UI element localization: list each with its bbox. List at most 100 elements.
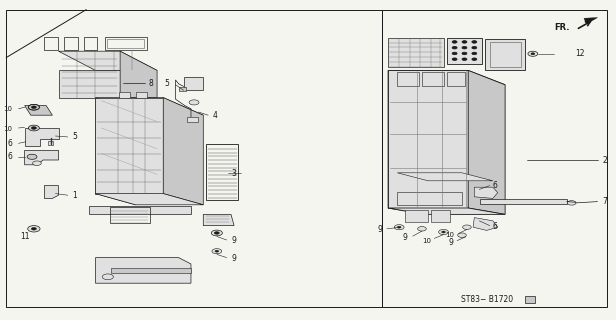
Polygon shape <box>59 70 120 98</box>
Polygon shape <box>388 70 468 208</box>
Circle shape <box>472 52 477 55</box>
Polygon shape <box>120 51 157 98</box>
Circle shape <box>463 225 471 229</box>
Bar <box>48 141 53 145</box>
Polygon shape <box>111 268 191 273</box>
Polygon shape <box>405 210 428 222</box>
Polygon shape <box>431 210 450 222</box>
Text: ST83− B1720: ST83− B1720 <box>461 295 513 304</box>
Circle shape <box>567 201 576 205</box>
Polygon shape <box>203 214 234 226</box>
Text: 11: 11 <box>20 232 30 241</box>
Polygon shape <box>163 98 203 205</box>
Polygon shape <box>388 38 444 67</box>
Bar <box>119 92 130 98</box>
Circle shape <box>528 51 538 56</box>
Text: 6: 6 <box>7 152 12 161</box>
Circle shape <box>439 229 448 235</box>
Circle shape <box>31 127 36 129</box>
Text: 8: 8 <box>148 79 153 88</box>
Circle shape <box>28 104 39 110</box>
Polygon shape <box>89 206 191 214</box>
Polygon shape <box>397 173 493 181</box>
Bar <box>179 87 186 91</box>
Polygon shape <box>44 186 59 198</box>
Circle shape <box>462 46 467 49</box>
Polygon shape <box>59 51 157 70</box>
Circle shape <box>28 125 39 131</box>
Polygon shape <box>480 199 567 204</box>
Circle shape <box>28 226 40 232</box>
Circle shape <box>214 232 219 234</box>
Text: 6: 6 <box>493 222 498 231</box>
Bar <box>110 207 150 223</box>
Text: 9: 9 <box>231 236 236 245</box>
Polygon shape <box>25 128 59 146</box>
Text: FR.: FR. <box>554 23 570 32</box>
Polygon shape <box>388 208 505 214</box>
Polygon shape <box>95 98 203 115</box>
Bar <box>206 144 238 200</box>
Polygon shape <box>95 258 191 283</box>
Text: 12: 12 <box>576 49 585 58</box>
Circle shape <box>31 106 36 108</box>
Circle shape <box>397 226 401 228</box>
Text: 5: 5 <box>164 79 169 88</box>
Bar <box>64 37 78 50</box>
Bar <box>44 37 58 50</box>
Bar <box>107 39 144 48</box>
Polygon shape <box>468 70 505 214</box>
Bar <box>447 72 465 86</box>
Polygon shape <box>95 194 203 205</box>
Circle shape <box>462 58 467 60</box>
Bar <box>184 77 203 90</box>
Polygon shape <box>397 192 462 205</box>
Text: 6: 6 <box>493 181 498 190</box>
Polygon shape <box>25 150 59 165</box>
Circle shape <box>27 154 37 159</box>
Text: 1: 1 <box>73 191 78 200</box>
Circle shape <box>452 52 457 55</box>
Bar <box>136 92 147 98</box>
Polygon shape <box>473 218 498 230</box>
Text: 10: 10 <box>422 238 431 244</box>
Polygon shape <box>95 98 136 205</box>
Circle shape <box>31 228 36 230</box>
Circle shape <box>102 274 113 280</box>
Circle shape <box>394 225 404 230</box>
Text: 3: 3 <box>231 169 236 178</box>
Circle shape <box>418 227 426 231</box>
Text: 10: 10 <box>3 126 12 132</box>
Circle shape <box>442 231 445 233</box>
Text: 7: 7 <box>602 197 607 206</box>
Circle shape <box>211 230 222 236</box>
Polygon shape <box>25 106 52 115</box>
Circle shape <box>472 58 477 60</box>
Text: 9: 9 <box>403 233 408 242</box>
Circle shape <box>452 58 457 60</box>
Text: 9: 9 <box>448 238 453 247</box>
Polygon shape <box>388 70 505 85</box>
Bar <box>397 72 419 86</box>
Circle shape <box>33 161 41 165</box>
Bar <box>525 296 535 303</box>
Bar <box>84 37 97 50</box>
Circle shape <box>452 41 457 43</box>
Circle shape <box>472 46 477 49</box>
Text: 10: 10 <box>445 232 455 238</box>
Bar <box>187 117 198 122</box>
Bar <box>105 37 147 50</box>
Polygon shape <box>584 18 598 24</box>
Polygon shape <box>485 39 525 70</box>
Polygon shape <box>388 70 425 214</box>
Text: 10: 10 <box>3 106 12 112</box>
Polygon shape <box>474 187 498 198</box>
Circle shape <box>212 249 222 254</box>
Circle shape <box>462 41 467 43</box>
Text: 9: 9 <box>377 225 382 234</box>
Circle shape <box>472 41 477 43</box>
Text: 6: 6 <box>7 139 12 148</box>
Polygon shape <box>95 98 163 194</box>
Text: 2: 2 <box>602 156 607 164</box>
Circle shape <box>531 53 535 55</box>
